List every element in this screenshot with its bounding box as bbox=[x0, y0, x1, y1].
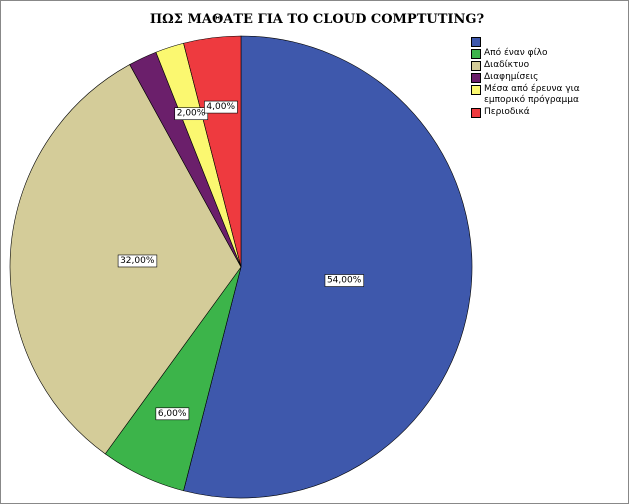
legend-swatch bbox=[471, 108, 481, 118]
value-label-box bbox=[174, 107, 209, 121]
legend-swatch bbox=[471, 85, 481, 95]
legend-item: Από έναν φίλο bbox=[471, 48, 594, 59]
value-label-box bbox=[117, 254, 158, 268]
legend-swatch bbox=[471, 61, 481, 71]
legend-swatch bbox=[471, 37, 481, 47]
chart-title: ΠΩΣ ΜΑΘΑΤΕ ΓΙΑ ΤΟ CLOUD COMPTUTING? bbox=[150, 12, 485, 27]
legend-item bbox=[471, 36, 594, 47]
legend-item: Διαφημίσεις bbox=[471, 72, 594, 83]
value-label: 54,00% bbox=[327, 276, 362, 286]
legend: Από έναν φίλο Διαδίκτυο Διαφημίσεις Μέσα απ… bbox=[471, 36, 621, 119]
value-label: 4,00% bbox=[206, 102, 235, 112]
legend-label: Περιοδικά bbox=[484, 107, 530, 117]
value-label: 6,00% bbox=[158, 409, 187, 419]
legend-item: Μέσα από έρευνα για εμπορικό πρόγραμμα bbox=[471, 84, 594, 106]
pie-slice bbox=[183, 35, 473, 499]
legend-label: Διαδίκτυο bbox=[484, 60, 530, 70]
value-label-box bbox=[155, 407, 190, 421]
legend-swatch bbox=[471, 49, 481, 59]
legend-label: Από έναν φίλο bbox=[484, 48, 548, 58]
legend-label: Διαφημίσεις bbox=[484, 72, 539, 82]
value-label: 32,00% bbox=[120, 256, 155, 266]
value-label-box bbox=[204, 100, 238, 114]
legend-label: Μέσα από έρευνα για εμπορικό πρόγραμμα bbox=[484, 84, 580, 105]
pie-slice bbox=[183, 35, 242, 268]
legend-item: Διαδίκτυο bbox=[471, 60, 594, 71]
value-label-box bbox=[324, 274, 365, 287]
legend-swatch bbox=[471, 73, 481, 83]
value-label: 2,00% bbox=[177, 109, 206, 119]
legend-item: Περιοδικά bbox=[471, 107, 594, 118]
